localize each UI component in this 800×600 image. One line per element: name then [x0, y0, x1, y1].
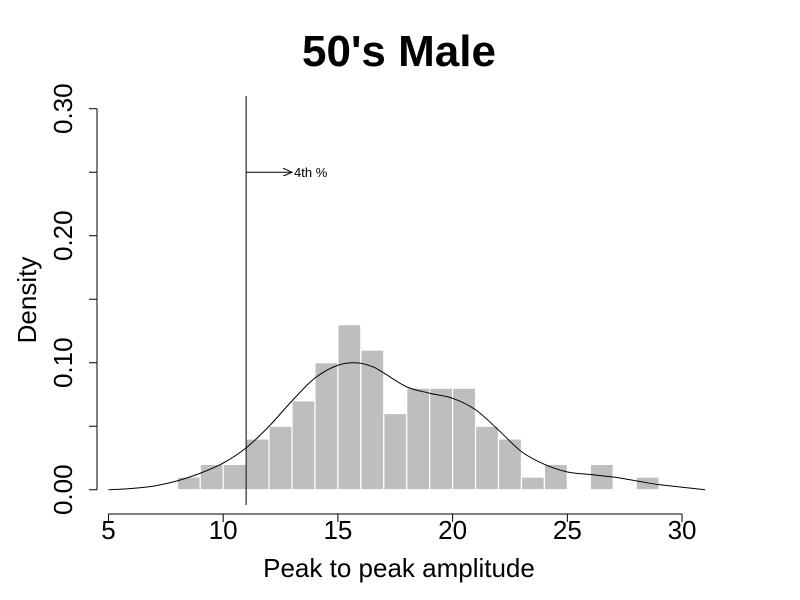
x-tick-label: 15	[323, 515, 352, 545]
histogram-bars	[176, 324, 660, 491]
histogram-bar	[406, 387, 431, 491]
chart-title: 50's Male	[302, 27, 496, 76]
histogram-bar	[268, 425, 293, 491]
y-tick-label: 0.30	[48, 83, 78, 134]
x-tick-label: 10	[209, 515, 238, 545]
histogram-bar	[176, 476, 201, 491]
histogram-bar	[245, 438, 270, 491]
histogram-bar	[314, 362, 339, 491]
x-axis: 5 10 15 20 25 30	[101, 513, 697, 545]
x-tick-label: 20	[438, 515, 467, 545]
histogram-bar	[222, 463, 247, 491]
density-curve-layer	[108, 362, 706, 491]
x-axis-label: Peak to peak amplitude	[263, 553, 535, 583]
y-axis-label: Density	[12, 257, 42, 344]
y-tick-label: 0.00	[48, 464, 78, 515]
x-tick-label: 30	[668, 515, 697, 545]
histogram-bar	[337, 324, 362, 491]
annotation-layer: 4th %	[245, 96, 328, 505]
histogram-bar	[520, 476, 545, 491]
y-axis: 0.00 0.10 0.20 0.30	[48, 83, 98, 515]
histogram-bar	[474, 425, 500, 491]
histogram-bar	[635, 476, 660, 491]
y-tick-label: 0.10	[48, 337, 78, 388]
histogram-bar	[543, 463, 568, 491]
density-curve	[108, 362, 706, 491]
y-tick-label: 0.20	[48, 210, 78, 261]
histogram-bar	[429, 387, 454, 491]
x-tick-label: 5	[101, 515, 115, 545]
x-tick-label: 25	[553, 515, 582, 545]
histogram-bar	[291, 400, 316, 491]
histogram-bar	[383, 412, 408, 491]
annotation-label: 4th %	[294, 165, 328, 180]
histogram-bar	[497, 438, 523, 491]
